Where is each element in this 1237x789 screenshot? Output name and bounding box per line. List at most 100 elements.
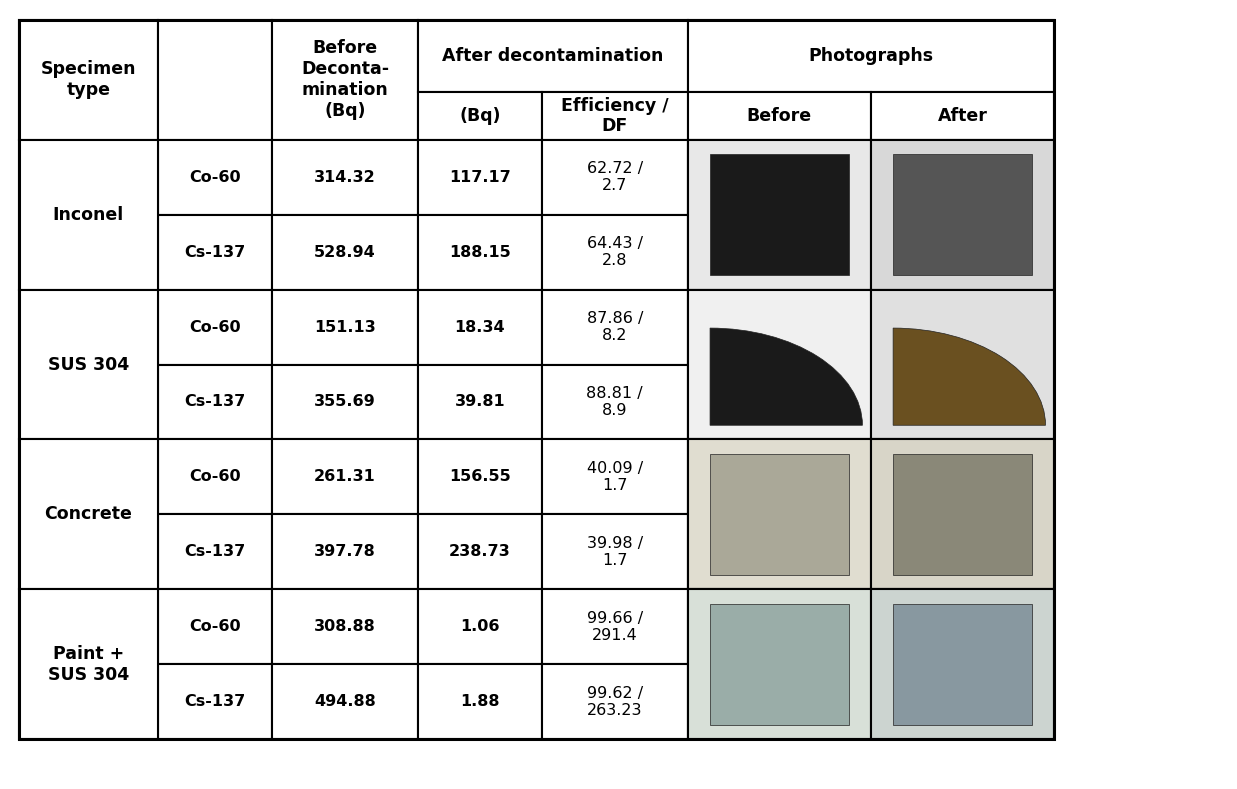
Text: 99.62 /
263.23: 99.62 / 263.23 — [586, 686, 643, 718]
Text: Efficiency /
DF: Efficiency / DF — [560, 96, 669, 136]
Text: (Bq): (Bq) — [459, 107, 501, 125]
Bar — [19, 290, 158, 439]
Bar — [272, 290, 418, 365]
Bar — [871, 92, 1054, 140]
Text: Cs-137: Cs-137 — [184, 544, 246, 559]
Bar — [871, 290, 1054, 439]
Text: Co-60: Co-60 — [189, 469, 241, 484]
Text: Before
Deconta-
mination
(Bq): Before Deconta- mination (Bq) — [301, 39, 390, 120]
Bar — [710, 154, 849, 275]
Bar — [688, 439, 871, 589]
Text: Concrete: Concrete — [45, 506, 132, 523]
Text: 87.86 /
8.2: 87.86 / 8.2 — [586, 311, 643, 343]
Bar — [871, 439, 1054, 589]
Bar — [871, 140, 1054, 290]
Bar — [542, 290, 688, 365]
Text: 355.69: 355.69 — [314, 394, 376, 409]
Bar — [272, 20, 418, 140]
Bar — [688, 290, 871, 439]
Text: 18.34: 18.34 — [455, 320, 505, 335]
Text: 39.98 /
1.7: 39.98 / 1.7 — [586, 536, 643, 568]
Bar — [158, 365, 272, 439]
Text: 88.81 /
8.9: 88.81 / 8.9 — [586, 386, 643, 418]
Bar — [871, 290, 1054, 439]
Text: 1.06: 1.06 — [460, 619, 500, 634]
Bar — [688, 20, 1054, 92]
Text: 261.31: 261.31 — [314, 469, 376, 484]
Bar — [688, 92, 871, 140]
Bar — [542, 365, 688, 439]
Bar — [418, 140, 542, 215]
Text: 1.88: 1.88 — [460, 694, 500, 709]
Text: Specimen
type: Specimen type — [41, 60, 136, 99]
Text: 494.88: 494.88 — [314, 694, 376, 709]
Bar — [542, 215, 688, 290]
Bar — [158, 589, 272, 664]
Bar — [688, 589, 871, 739]
Bar — [272, 589, 418, 664]
Bar — [272, 140, 418, 215]
Text: SUS 304: SUS 304 — [48, 356, 129, 373]
Bar — [688, 589, 871, 739]
Text: 528.94: 528.94 — [314, 245, 376, 260]
Bar — [158, 514, 272, 589]
Bar — [688, 140, 871, 290]
Bar — [542, 140, 688, 215]
Text: 64.43 /
2.8: 64.43 / 2.8 — [586, 236, 643, 268]
Bar — [272, 215, 418, 290]
Bar — [542, 589, 688, 664]
Text: 99.66 /
291.4: 99.66 / 291.4 — [586, 611, 643, 643]
Bar — [418, 365, 542, 439]
Text: Cs-137: Cs-137 — [184, 394, 246, 409]
Wedge shape — [893, 328, 1045, 425]
Bar — [418, 439, 542, 514]
Text: After: After — [938, 107, 987, 125]
Text: After decontamination: After decontamination — [443, 47, 663, 65]
Bar — [418, 664, 542, 739]
Bar — [418, 20, 688, 92]
Bar — [158, 664, 272, 739]
Text: Cs-137: Cs-137 — [184, 694, 246, 709]
Text: 308.88: 308.88 — [314, 619, 376, 634]
Text: 188.15: 188.15 — [449, 245, 511, 260]
Bar — [418, 589, 542, 664]
Bar — [710, 454, 849, 575]
Text: Co-60: Co-60 — [189, 170, 241, 185]
Text: 39.81: 39.81 — [455, 394, 505, 409]
Text: Paint +
SUS 304: Paint + SUS 304 — [48, 645, 129, 684]
Text: 117.17: 117.17 — [449, 170, 511, 185]
Bar — [688, 290, 871, 439]
Text: Before: Before — [747, 107, 811, 125]
Bar — [272, 439, 418, 514]
Bar — [272, 365, 418, 439]
Bar — [418, 92, 542, 140]
Text: 314.32: 314.32 — [314, 170, 376, 185]
Text: 40.09 /
1.7: 40.09 / 1.7 — [586, 461, 643, 493]
Text: 238.73: 238.73 — [449, 544, 511, 559]
Bar — [158, 215, 272, 290]
Bar — [272, 664, 418, 739]
Text: 156.55: 156.55 — [449, 469, 511, 484]
Bar — [158, 20, 272, 140]
Text: Co-60: Co-60 — [189, 320, 241, 335]
Bar — [871, 439, 1054, 589]
Bar — [542, 664, 688, 739]
Text: 62.72 /
2.7: 62.72 / 2.7 — [586, 161, 643, 193]
Bar — [542, 514, 688, 589]
Text: Co-60: Co-60 — [189, 619, 241, 634]
Bar — [19, 140, 158, 290]
Bar — [158, 439, 272, 514]
Bar — [688, 439, 871, 589]
Bar — [871, 140, 1054, 290]
Bar — [158, 140, 272, 215]
Bar — [710, 604, 849, 725]
Wedge shape — [710, 328, 862, 425]
Text: Cs-137: Cs-137 — [184, 245, 246, 260]
Bar — [871, 589, 1054, 739]
Bar — [542, 92, 688, 140]
Bar — [893, 154, 1032, 275]
Bar — [19, 20, 1054, 739]
Text: Inconel: Inconel — [53, 206, 124, 223]
Bar — [418, 290, 542, 365]
Bar — [19, 439, 158, 589]
